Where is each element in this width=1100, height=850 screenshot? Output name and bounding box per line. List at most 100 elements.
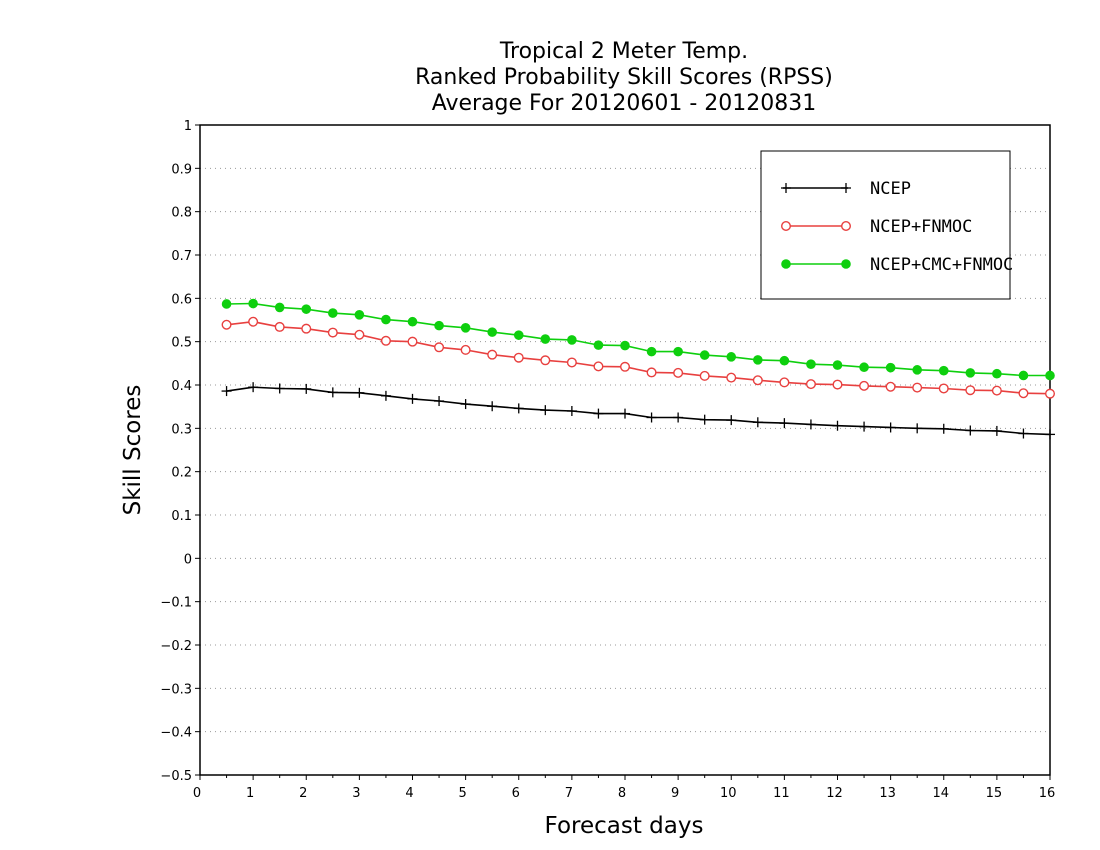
x-tick-label: 2	[299, 786, 307, 801]
data-point	[832, 420, 843, 431]
data-point	[991, 425, 1002, 436]
data-point	[1045, 429, 1055, 440]
data-point	[407, 316, 418, 327]
data-point	[805, 419, 816, 430]
data-point	[221, 319, 232, 330]
data-point	[912, 382, 923, 393]
data-point	[646, 367, 657, 378]
x-tick-label: 6	[512, 786, 520, 801]
data-point	[1018, 370, 1029, 381]
legend-label: NCEP+FNMOC	[870, 217, 972, 237]
data-point	[221, 299, 232, 309]
data-point	[726, 352, 737, 362]
legend-marker	[841, 183, 851, 193]
data-point	[620, 361, 631, 372]
data-point	[726, 372, 737, 383]
data-point	[513, 403, 524, 414]
y-axis-title: Skill Scores	[120, 385, 146, 516]
legend-marker	[841, 259, 851, 269]
x-tick-label: 16	[1039, 786, 1056, 801]
data-point	[487, 349, 498, 360]
x-tick-label: 7	[565, 786, 573, 801]
y-tick-label: 0.9	[171, 162, 192, 177]
series-ncep-cmc-fnmoc	[221, 298, 1055, 381]
data-point	[460, 344, 471, 355]
data-point	[965, 425, 976, 436]
data-point	[859, 362, 869, 373]
data-point	[1045, 370, 1055, 381]
legend: NCEP NCEP+FNMOC NCEP+CMC+FNMOC	[760, 150, 1013, 300]
y-tick-label: 0.6	[171, 292, 192, 307]
series-ncep-fnmoc	[221, 316, 1055, 399]
data-point	[753, 355, 763, 365]
legend-marker	[781, 220, 792, 231]
x-axis-title: Forecast days	[545, 813, 704, 839]
legend-item: NCEP	[781, 179, 911, 199]
data-point	[593, 408, 604, 419]
data-point	[566, 406, 577, 416]
y-tick-label: 0.2	[171, 466, 192, 481]
data-point	[965, 385, 976, 396]
data-point	[567, 335, 577, 345]
data-point	[407, 336, 418, 347]
y-tick-label: 0.3	[171, 422, 192, 437]
data-point	[301, 323, 312, 334]
data-point	[460, 323, 471, 333]
data-point	[434, 320, 444, 331]
y-tick-label: 0.4	[171, 379, 192, 394]
legend-label: NCEP+CMC+FNMOC	[870, 255, 1013, 275]
data-point	[274, 383, 285, 394]
data-point	[806, 359, 816, 370]
data-point	[646, 412, 657, 423]
data-point	[513, 330, 524, 340]
data-point	[620, 408, 630, 419]
plot-frame	[199, 124, 1051, 776]
data-point	[354, 329, 365, 340]
data-point	[381, 314, 391, 325]
data-point	[938, 365, 949, 376]
x-tick-label: 11	[773, 786, 790, 801]
y-tick-label: 0	[184, 552, 192, 567]
data-point	[301, 304, 312, 314]
data-point	[380, 390, 391, 401]
data-point	[832, 360, 843, 370]
data-point	[407, 393, 418, 404]
y-tick-label: 0.5	[171, 336, 192, 351]
x-tick-label: 14	[932, 786, 949, 801]
x-tick-label: 9	[671, 786, 679, 801]
data-point	[779, 355, 790, 366]
data-point	[779, 418, 790, 429]
data-point	[673, 346, 683, 357]
y-tick-label: 1	[184, 119, 192, 134]
y-tick-label: 0.8	[171, 206, 192, 221]
data-point	[354, 387, 365, 398]
data-point	[248, 298, 258, 309]
data-point	[699, 414, 710, 425]
legend-item: NCEP+CMC+FNMOC	[781, 255, 1013, 275]
data-point	[327, 387, 338, 398]
y-tick-label: 0.7	[171, 249, 192, 264]
data-point	[805, 379, 816, 390]
data-point	[487, 401, 498, 412]
data-point	[779, 377, 790, 388]
data-point	[859, 421, 870, 432]
y-tick-label: −0.2	[160, 639, 192, 654]
x-tick-label: 1	[246, 786, 254, 801]
data-point	[380, 335, 391, 346]
data-point	[513, 352, 524, 363]
data-point	[832, 379, 843, 390]
data-point	[885, 422, 896, 433]
data-point	[593, 340, 604, 350]
data-point	[752, 417, 763, 428]
legend-marker	[781, 183, 791, 193]
axes: −0.5 −0.4 −0.3 −0.2 −0.1 0 0.1 0.2 0.3 0.4 0.5 0.6 0…	[160, 119, 1055, 801]
data-point	[248, 382, 259, 393]
data-point	[460, 399, 471, 410]
data-point	[540, 334, 551, 344]
data-point	[434, 342, 445, 353]
x-tick-label: 15	[986, 786, 1003, 801]
data-point	[938, 423, 949, 434]
x-tick-label: 3	[352, 786, 360, 801]
title-line-3: Average For 20120601 - 20120831	[432, 91, 817, 116]
